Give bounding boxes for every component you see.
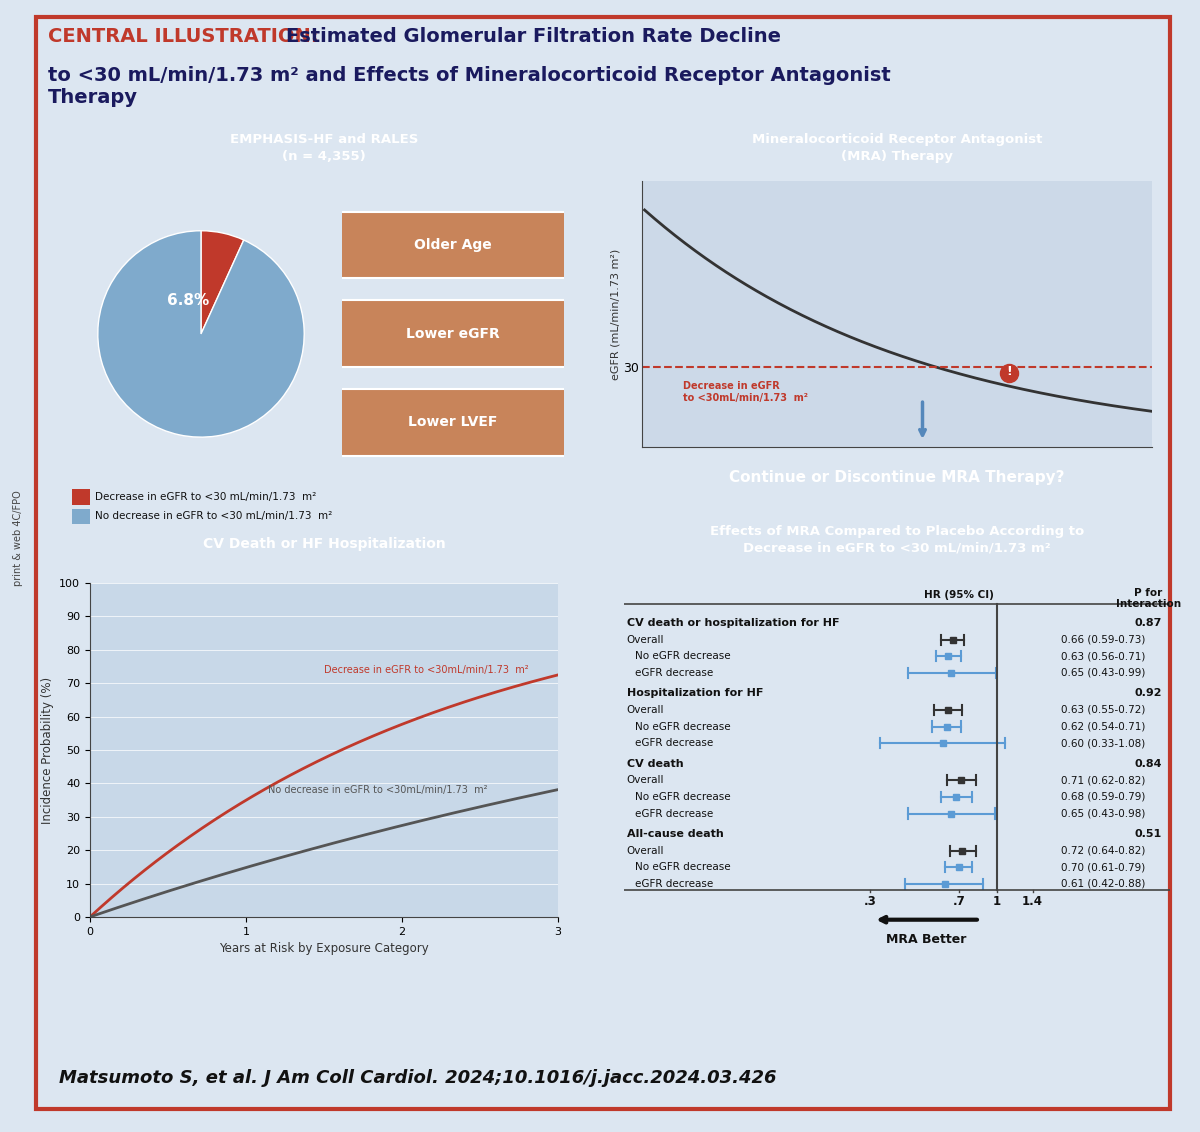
X-axis label: Years at Risk by Exposure Category: Years at Risk by Exposure Category [220,942,428,955]
Text: 1.4: 1.4 [1022,895,1043,908]
Text: 6.8%: 6.8% [168,293,210,308]
Text: No eGFR decrease: No eGFR decrease [635,651,731,661]
Text: Overall: Overall [626,635,665,644]
Text: 0.63 (0.56-0.71): 0.63 (0.56-0.71) [1061,651,1145,661]
Text: CV Death or HF Hospitalization: CV Death or HF Hospitalization [203,538,445,551]
Text: eGFR decrease: eGFR decrease [635,738,713,748]
Text: EMPHASIS-HF and RALES
(n = 4,355): EMPHASIS-HF and RALES (n = 4,355) [230,134,418,163]
Text: eGFR decrease: eGFR decrease [635,808,713,818]
Text: Therapy: Therapy [48,88,138,108]
Text: 0.92: 0.92 [1134,688,1162,698]
Text: Hospitalization for HF: Hospitalization for HF [626,688,763,698]
Text: 0.87: 0.87 [1134,618,1162,628]
Text: 1: 1 [992,895,1001,908]
Text: 0.66 (0.59-0.73): 0.66 (0.59-0.73) [1061,635,1145,644]
Text: Overall: Overall [626,705,665,715]
Y-axis label: eGFR (mL/min/1.73 m²): eGFR (mL/min/1.73 m²) [611,249,620,379]
Text: HR (95% CI): HR (95% CI) [924,590,995,600]
Text: 0.62 (0.54-0.71): 0.62 (0.54-0.71) [1061,721,1145,731]
FancyBboxPatch shape [340,212,566,278]
Text: 0.61 (0.42-0.88): 0.61 (0.42-0.88) [1061,878,1145,889]
Text: Overall: Overall [626,775,665,786]
Text: No eGFR decrease: No eGFR decrease [635,721,731,731]
Text: CV death: CV death [626,758,683,769]
Text: Lower LVEF: Lower LVEF [408,415,498,429]
Text: No eGFR decrease: No eGFR decrease [635,863,731,873]
Text: .3: .3 [864,895,876,908]
FancyBboxPatch shape [340,300,566,367]
Text: Decrease in eGFR to <30 mL/min/1.73  m²: Decrease in eGFR to <30 mL/min/1.73 m² [95,491,317,501]
Text: .7: .7 [953,895,966,908]
Text: Estimated Glomerular Filtration Rate Decline: Estimated Glomerular Filtration Rate Dec… [286,27,781,46]
Text: Overall: Overall [626,846,665,856]
Text: CENTRAL ILLUSTRATION:: CENTRAL ILLUSTRATION: [48,27,325,46]
Text: Effects of MRA Compared to Placebo According to
Decrease in eGFR to <30 mL/min/1: Effects of MRA Compared to Placebo Accor… [710,525,1084,555]
Text: !: ! [1007,365,1012,378]
Text: Mineralocorticoid Receptor Antagonist
(MRA) Therapy: Mineralocorticoid Receptor Antagonist (M… [752,134,1042,163]
Text: Lower eGFR: Lower eGFR [406,327,500,341]
Text: 0.60 (0.33-1.08): 0.60 (0.33-1.08) [1061,738,1145,748]
Text: 0.70 (0.61-0.79): 0.70 (0.61-0.79) [1061,863,1145,873]
Text: Matsumoto S, et al. J Am Coll Cardiol. 2024;10.1016/j.jacc.2024.03.426: Matsumoto S, et al. J Am Coll Cardiol. 2… [59,1070,776,1087]
Text: All-cause death: All-cause death [626,830,724,839]
Text: 0.65 (0.43-0.99): 0.65 (0.43-0.99) [1061,668,1145,678]
Text: 0.63 (0.55-0.72): 0.63 (0.55-0.72) [1061,705,1145,715]
Text: to <30 mL/min/1.73 m² and Effects of Mineralocorticoid Receptor Antagonist: to <30 mL/min/1.73 m² and Effects of Min… [48,66,890,85]
Text: 0.84: 0.84 [1134,758,1162,769]
Text: 0.72 (0.64-0.82): 0.72 (0.64-0.82) [1061,846,1145,856]
Text: 0.51: 0.51 [1134,830,1162,839]
Text: P for
Interaction: P for Interaction [1116,588,1181,609]
Bar [72,489,90,505]
Text: eGFR decrease: eGFR decrease [635,668,713,678]
FancyBboxPatch shape [340,389,566,456]
Text: 0.65 (0.43-0.98): 0.65 (0.43-0.98) [1061,808,1145,818]
Text: CV death or hospitalization for HF: CV death or hospitalization for HF [626,618,839,628]
Y-axis label: Incidence Probability (%): Incidence Probability (%) [41,677,54,823]
Text: No eGFR decrease: No eGFR decrease [635,792,731,801]
Bar [72,508,90,524]
Text: Continue or Discontinue MRA Therapy?: Continue or Discontinue MRA Therapy? [730,470,1064,486]
Text: print & web 4C/FPO: print & web 4C/FPO [13,490,23,585]
Text: Decrease in eGFR to <30mL/min/1.73  m²: Decrease in eGFR to <30mL/min/1.73 m² [324,664,529,675]
Text: No decrease in eGFR to <30mL/min/1.73  m²: No decrease in eGFR to <30mL/min/1.73 m² [268,784,487,795]
Text: 0.71 (0.62-0.82): 0.71 (0.62-0.82) [1061,775,1145,786]
Text: MRA Better: MRA Better [887,934,967,946]
Text: 0.68 (0.59-0.79): 0.68 (0.59-0.79) [1061,792,1145,801]
Text: eGFR decrease: eGFR decrease [635,878,713,889]
Wedge shape [98,231,304,437]
Wedge shape [200,231,244,334]
Text: Decrease in eGFR
to <30mL/min/1.73  m²: Decrease in eGFR to <30mL/min/1.73 m² [683,380,808,403]
Text: Older Age: Older Age [414,238,492,252]
Text: No decrease in eGFR to <30 mL/min/1.73  m²: No decrease in eGFR to <30 mL/min/1.73 m… [95,512,332,522]
